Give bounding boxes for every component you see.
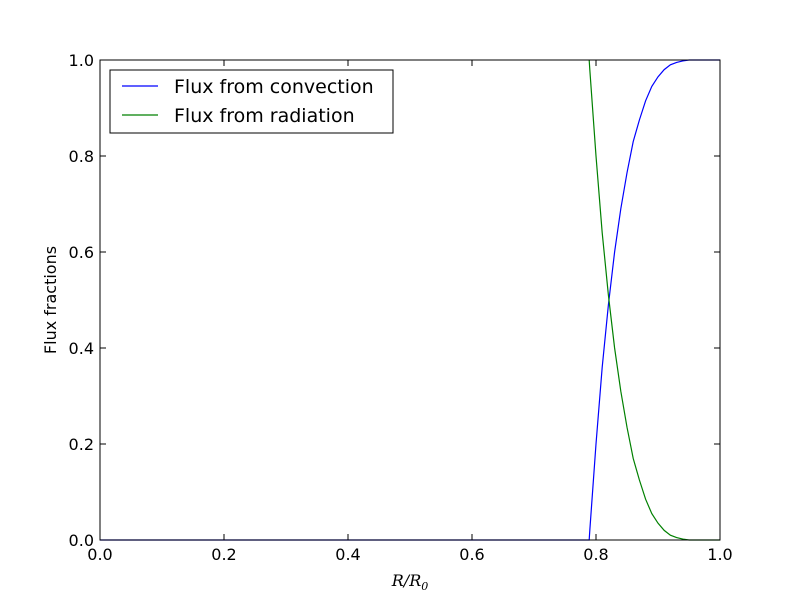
x-tick-label: 0.8 [583,545,608,564]
y-tick-label: 0.6 [69,243,94,262]
x-axis-label-subscript: 0 [421,580,428,593]
x-tick-label: 0.0 [87,545,112,564]
legend: Flux from convection Flux from radiation [109,69,394,134]
axis-ticks: 0.0 0.2 0.4 0.6 0.8 1.0 0.0 0.2 0.4 0.6 0.8 1.0 [69,51,733,564]
y-axis-label: Flux fractions [41,246,60,354]
axes-frame [99,59,721,541]
y-tick-label: 0.4 [69,339,94,358]
plot-lines [100,59,720,541]
y-tick-label: 1.0 [69,51,94,70]
series-line-convection [100,59,720,541]
legend-label-convection: Flux from convection [174,76,374,98]
x-tick-label: 1.0 [707,545,732,564]
y-tick-label: 0.2 [69,435,94,454]
legend-box [109,69,394,134]
series-line-radiation [588,59,720,541]
x-tick-label: 0.2 [211,545,236,564]
legend-label-radiation: Flux from radiation [174,105,355,127]
x-tick-label: 0.4 [335,545,360,564]
x-tick-label: 0.6 [459,545,484,564]
y-tick-label: 0.0 [69,531,94,550]
x-axis-label: R/R0 [391,571,428,593]
y-tick-label: 0.8 [69,147,94,166]
